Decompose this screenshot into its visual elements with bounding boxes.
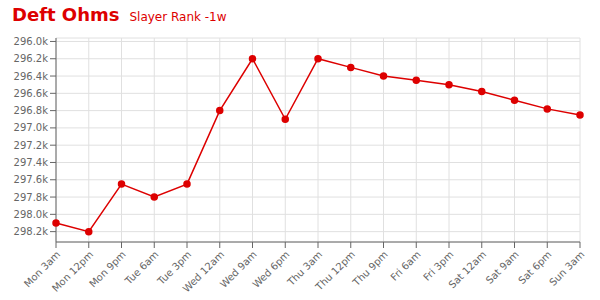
svg-text:297.4k: 297.4k [14, 157, 49, 168]
svg-text:Mon 12pm: Mon 12pm [50, 249, 95, 294]
html-text:Slayer Rank -1w: Slayer Rank -1w [129, 10, 227, 24]
svg-text:Mon 3am: Mon 3am [21, 248, 63, 290]
svg-text:Tue 6am: Tue 6am [122, 249, 161, 288]
svg-text:Sun 3am: Sun 3am [547, 249, 586, 288]
svg-text:297.0k: 297.0k [14, 122, 49, 133]
svg-text:297.6k: 297.6k [14, 174, 49, 185]
svg-text:296.6k: 296.6k [14, 88, 49, 99]
svg-text:Wed 6pm: Wed 6pm [250, 249, 291, 290]
svg-text:296.0k: 296.0k [14, 36, 49, 47]
svg-text:Fri 6am: Fri 6am [389, 249, 423, 283]
svg-text:296.2k: 296.2k [14, 53, 49, 64]
svg-text:Mon 9pm: Mon 9pm [87, 249, 128, 290]
svg-text:Sat 9am: Sat 9am [484, 249, 521, 286]
svg-text:Thu 9pm: Thu 9pm [350, 249, 390, 289]
svg-text:Wed 9am: Wed 9am [217, 248, 259, 290]
svg-text:Thu 3am: Thu 3am [285, 248, 325, 288]
svg-text:298.0k: 298.0k [14, 209, 49, 220]
svg-text:298.2k: 298.2k [14, 226, 49, 237]
svg-text:Sat 6pm: Sat 6pm [516, 248, 554, 287]
svg-text:296.4k: 296.4k [14, 71, 49, 82]
svg-text:Thu 12pm: Thu 12pm [313, 249, 357, 293]
svg-text:Wed 12am: Wed 12am [181, 249, 227, 295]
html-text:Deft Ohms: Deft Ohms [12, 4, 120, 25]
svg-text:297.2k: 297.2k [14, 140, 49, 151]
svg-text:Sat 12am: Sat 12am [446, 249, 488, 291]
svg-text:Tue 3pm: Tue 3pm [155, 248, 194, 287]
svg-text:297.8k: 297.8k [14, 192, 49, 203]
svg-text:Fri 3pm: Fri 3pm [421, 248, 456, 283]
svg-text:296.8k: 296.8k [14, 105, 49, 116]
